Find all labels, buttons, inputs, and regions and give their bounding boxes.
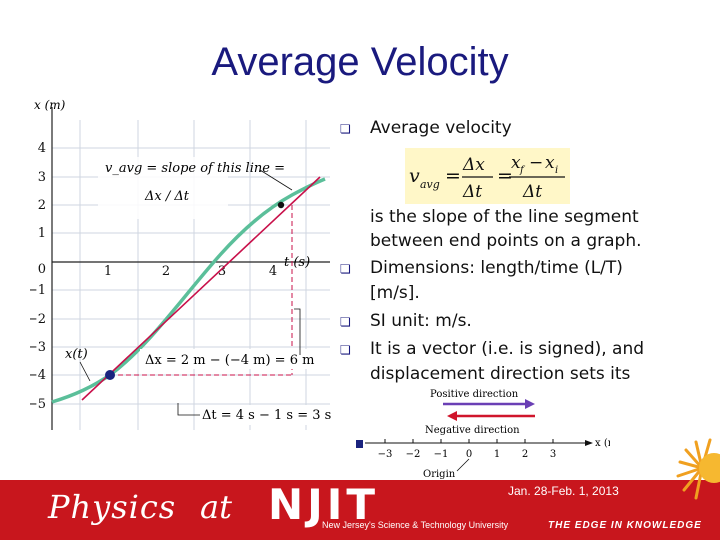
footer-physics: Physics <box>48 488 177 526</box>
slide-title: Average Velocity <box>211 40 509 84</box>
bullet-2: Dimensions: length/time (L/T) <box>370 258 623 278</box>
direction-tick: −3 <box>378 449 393 460</box>
y-tick: −4 <box>30 368 46 383</box>
direction-tick: 2 <box>522 449 528 460</box>
formula-xi-sub: i <box>555 165 558 176</box>
origin-label: Origin <box>423 469 456 480</box>
direction-tick: 1 <box>494 449 500 460</box>
slope-annotation: v_avg = slope of this line = <box>105 161 285 176</box>
formula-v: v <box>409 165 420 187</box>
positive-direction-label: Positive direction <box>430 389 519 400</box>
direction-tick: −1 <box>434 449 449 460</box>
bullet-4-cont: displacement direction sets its <box>370 364 631 384</box>
x-tick: 4 <box>269 264 277 279</box>
direction-tick: 0 <box>466 449 472 460</box>
footer-tagline: New Jersey's Science & Technology Univer… <box>322 520 509 530</box>
bullet-icon: ❏ <box>340 262 351 276</box>
svg-text:=: = <box>497 165 513 187</box>
negative-direction-label: Negative direction <box>425 425 520 436</box>
formula-xi: x <box>545 153 555 173</box>
slide-marker <box>356 440 363 448</box>
footer-slogan: THE EDGE IN KNOWLEDGE <box>548 520 702 531</box>
formula-v-sub: avg <box>420 178 440 191</box>
bullet-4: It is a vector (i.e. is signed), and <box>370 339 645 359</box>
displacement-label: Δx = 2 m − (−4 m) = 6 m <box>145 353 314 368</box>
footer-banner: Physics at NJIT New Jersey's Science & T… <box>0 480 720 540</box>
position-curve <box>51 177 326 404</box>
direction-tick: −2 <box>406 449 421 460</box>
position-time-graph: x (m) t (s) 4 3 2 1 0 −1 −2 −3 −4 −5 1 2… <box>30 98 331 430</box>
svg-text:=: = <box>445 165 461 187</box>
y-tick: 2 <box>38 198 46 213</box>
bullet-icon: ❏ <box>340 122 351 136</box>
svg-text:−: − <box>529 153 543 173</box>
curve-label: x(t) <box>65 347 88 362</box>
formula-dx: Δx <box>462 155 485 175</box>
direction-tick: 3 <box>550 449 556 460</box>
bullet-2-cont: [m/s]. <box>370 283 420 303</box>
end-point <box>277 201 285 209</box>
secant-line <box>81 176 321 401</box>
sun-icon <box>676 438 720 500</box>
y-tick: −2 <box>30 312 46 327</box>
x-tick: 1 <box>104 264 112 279</box>
y-tick: 3 <box>38 170 46 185</box>
time-interval-label: Δt = 4 s − 1 s = 3 s <box>202 408 331 423</box>
bullet-1-cont: is the slope of the line segment <box>370 207 639 227</box>
bullet-1: Average velocity <box>370 118 512 138</box>
bullet-icon: ❏ <box>340 343 351 357</box>
average-velocity-formula: v avg = Δx Δt = x f − x i Δt <box>405 148 570 204</box>
y-tick: −5 <box>30 397 46 412</box>
y-tick: 0 <box>38 262 46 277</box>
x-tick: 2 <box>162 264 170 279</box>
bullet-3: SI unit: m/s. <box>370 311 472 331</box>
bullet-icon: ❏ <box>340 315 351 329</box>
formula-xf: x <box>511 153 521 173</box>
y-tick: 1 <box>38 226 46 241</box>
y-tick: −3 <box>30 340 46 355</box>
x-axis-label: t (s) <box>284 255 310 270</box>
bullet-1-cont: between end points on a graph. <box>370 231 642 251</box>
slope-fraction: Δx / Δt <box>144 189 190 204</box>
footer-at: at <box>200 488 232 526</box>
x-tick: 3 <box>218 264 226 279</box>
njit-logo: NJIT <box>268 480 380 529</box>
formula-xf-sub: f <box>519 165 526 176</box>
footer-date: Jan. 28-Feb. 1, 2013 <box>508 484 619 498</box>
y-tick: 4 <box>38 141 46 156</box>
formula-dt: Δt <box>462 182 482 202</box>
start-point <box>105 370 115 380</box>
y-axis-label: x (m) <box>34 98 66 112</box>
formula-dt-2: Δt <box>522 182 542 202</box>
direction-axis-label: x (m) <box>595 438 610 449</box>
y-tick: −1 <box>30 283 46 298</box>
direction-axis-figure: Positive direction Negative direction x … <box>356 389 610 480</box>
